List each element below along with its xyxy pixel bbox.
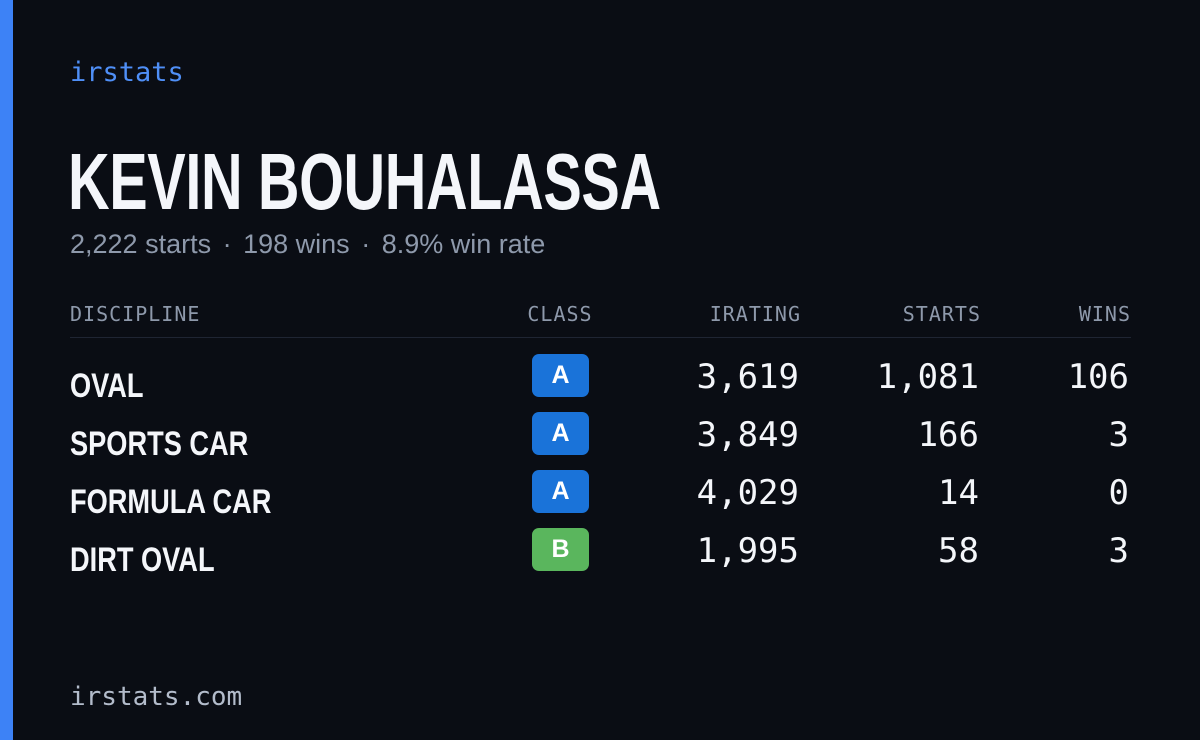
table-row: FORMULA CAR A 4,029 14 0 — [0, 470, 1200, 528]
class-badge: A — [532, 412, 589, 455]
irating-value: 3,849 — [696, 415, 799, 455]
header-starts: STARTS — [902, 302, 981, 326]
class-badge: A — [532, 354, 589, 397]
player-name: KEVIN BOUHALASSA — [68, 137, 661, 226]
summary-separator: · — [222, 229, 232, 259]
header-irating: IRATING — [709, 302, 801, 326]
class-badge: B — [532, 528, 589, 571]
header-wins: WINS — [1078, 302, 1131, 326]
irating-value: 1,995 — [696, 531, 799, 571]
wins-value: 3 — [1108, 415, 1129, 455]
discipline-label: SPORTS CAR — [70, 425, 249, 463]
header-discipline: DISCIPLINE — [70, 302, 201, 326]
wins-value: 0 — [1108, 473, 1129, 513]
header-class: CLASS — [527, 302, 593, 326]
header-divider — [70, 337, 1131, 338]
player-summary: 2,222 starts · 198 wins · 8.9% win rate — [70, 227, 545, 261]
irating-value: 4,029 — [696, 473, 799, 513]
table-row: OVAL A 3,619 1,081 106 — [0, 354, 1200, 412]
footer-url[interactable]: irstats.com — [70, 682, 243, 712]
table-row: SPORTS CAR A 3,849 166 3 — [0, 412, 1200, 470]
table-row: DIRT OVAL B 1,995 58 3 — [0, 528, 1200, 586]
starts-value: 1,081 — [876, 357, 979, 397]
irating-value: 3,619 — [696, 357, 799, 397]
starts-value: 166 — [917, 415, 979, 455]
discipline-label: DIRT OVAL — [70, 541, 215, 579]
accent-bar — [0, 0, 13, 740]
starts-value: 58 — [938, 531, 979, 571]
summary-wins: 198 wins — [243, 229, 350, 259]
summary-win-rate: 8.9% win rate — [381, 229, 546, 259]
summary-separator: · — [361, 229, 371, 259]
discipline-label: FORMULA CAR — [70, 483, 272, 521]
wins-value: 106 — [1067, 357, 1129, 397]
discipline-label: OVAL — [70, 367, 144, 405]
brand-logo[interactable]: irstats — [70, 57, 184, 88]
summary-starts: 2,222 starts — [70, 229, 212, 259]
starts-value: 14 — [938, 473, 979, 513]
class-badge: A — [532, 470, 589, 513]
wins-value: 3 — [1108, 531, 1129, 571]
